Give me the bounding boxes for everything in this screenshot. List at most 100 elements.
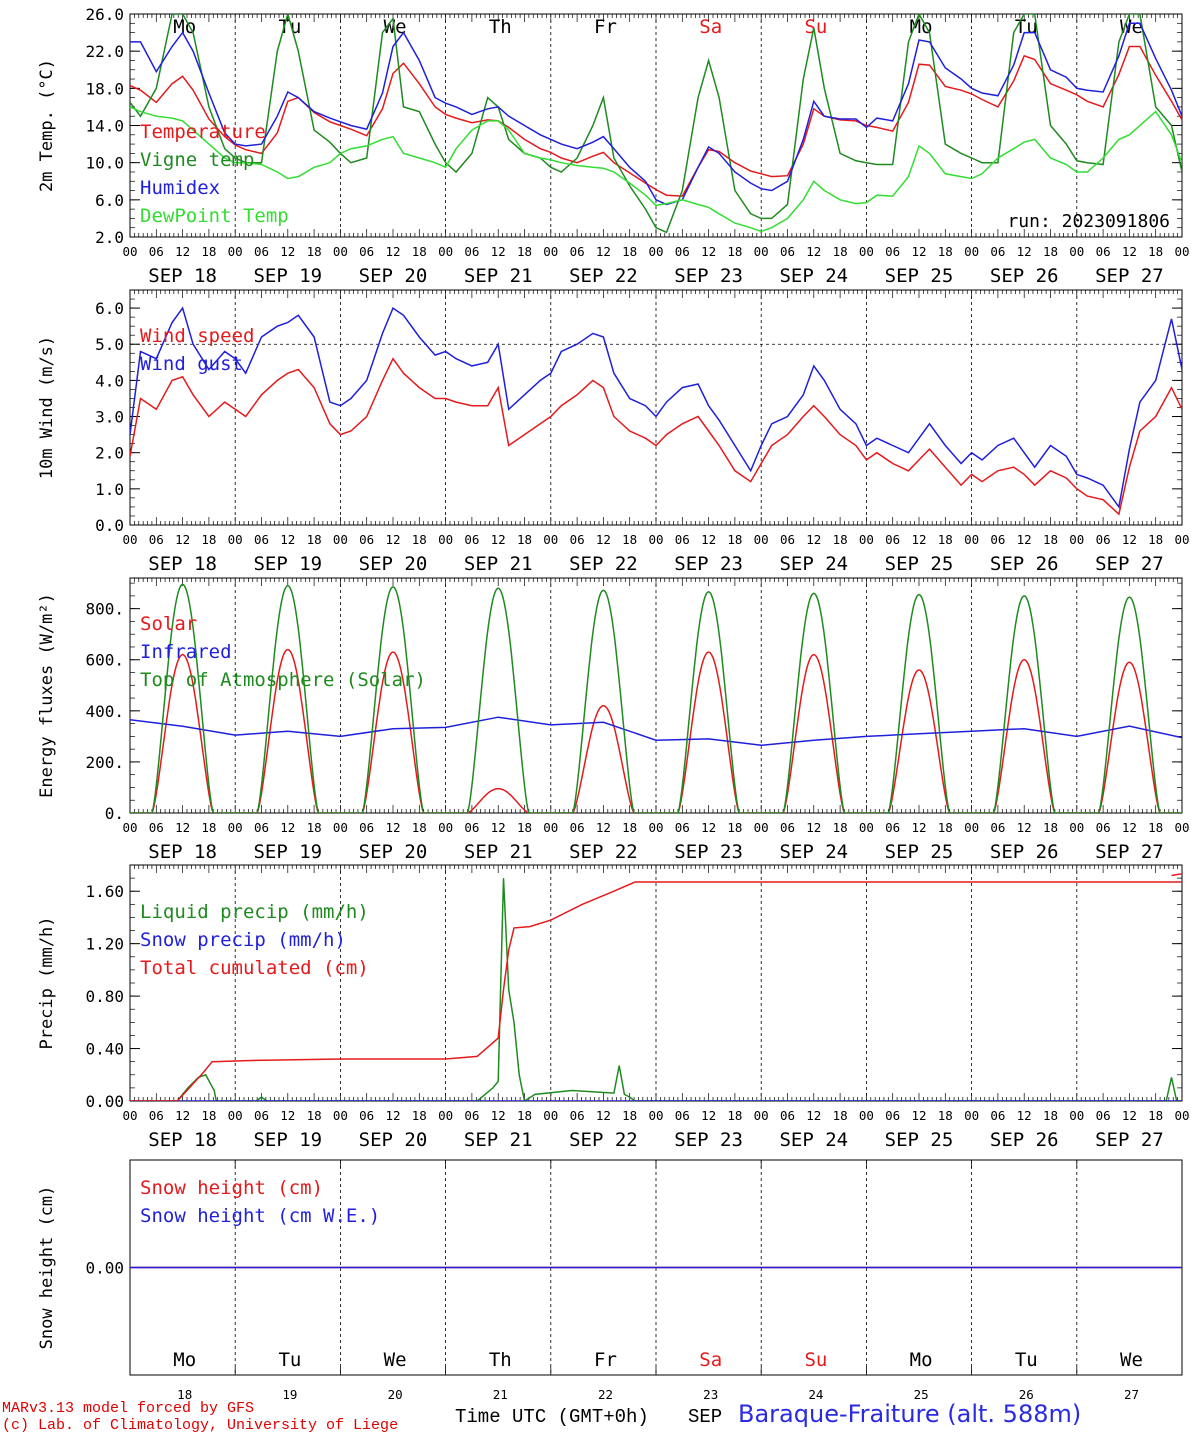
- y-tick-label: 600.: [85, 651, 124, 670]
- x-date-label: SEP 25: [885, 841, 954, 863]
- x-hour-label: 00: [859, 532, 874, 547]
- x-hour-label: 18: [1148, 1108, 1163, 1123]
- x-hour-label: 00: [1174, 820, 1189, 835]
- x-hour-label: 12: [280, 1108, 295, 1123]
- x-hour-label: 12: [596, 532, 611, 547]
- y-tick-label: 5.0: [95, 335, 124, 354]
- y-tick-label: 4.0: [95, 371, 124, 390]
- series-line-total-cumulated-cm-: [130, 873, 1182, 1101]
- x-date-label: SEP 24: [779, 553, 848, 575]
- x-hour-label: 06: [885, 244, 900, 259]
- x-date-label: SEP 18: [148, 841, 217, 863]
- y-tick-label: 1.20: [85, 935, 124, 954]
- x-hour-label: 12: [806, 532, 821, 547]
- x-hour-label: 18: [833, 820, 848, 835]
- y-tick-label: 3.0: [95, 408, 124, 427]
- y-tick-label: 2.0: [95, 444, 124, 463]
- x-hour-label: 06: [570, 532, 585, 547]
- x-date-label: SEP 23: [674, 1129, 743, 1151]
- x-hour-label: 12: [596, 1108, 611, 1123]
- x-date-label: SEP 19: [253, 1129, 322, 1151]
- x-hour-label: 12: [385, 820, 400, 835]
- x-date-label: SEP 21: [464, 553, 533, 575]
- x-hour-label: 06: [885, 532, 900, 547]
- x-date-label: SEP 23: [674, 841, 743, 863]
- x-hour-label: 06: [675, 244, 690, 259]
- x-hour-label: 18: [412, 244, 427, 259]
- x-hour-label: 12: [596, 244, 611, 259]
- x-hour-label: 00: [964, 820, 979, 835]
- x-date-label: SEP 24: [779, 1129, 848, 1151]
- x-hour-label: 00: [438, 1108, 453, 1123]
- weekday-label: Tu: [278, 16, 301, 38]
- x-hour-label: 18: [1043, 532, 1058, 547]
- legend-entry: Temperature: [140, 121, 266, 143]
- x-hour-label: 12: [701, 244, 716, 259]
- x-hour-label: 12: [701, 1108, 716, 1123]
- x-hour-label: 06: [149, 820, 164, 835]
- y-tick-label: 10.0: [85, 154, 124, 173]
- x-hour-label: 18: [622, 244, 637, 259]
- x-date-label: SEP 25: [885, 553, 954, 575]
- x-hour-label: 06: [359, 820, 374, 835]
- x-date-label: SEP 20: [359, 553, 428, 575]
- x-date-label: SEP 22: [569, 1129, 638, 1151]
- x-hour-label: 00: [228, 244, 243, 259]
- x-hour-label: 06: [464, 1108, 479, 1123]
- x-hour-label: 00: [964, 1108, 979, 1123]
- x-hour-label: 00: [122, 244, 137, 259]
- y-tick-label: 0.00: [85, 1259, 124, 1278]
- x-hour-label: 06: [464, 820, 479, 835]
- x-hour-label: 00: [543, 820, 558, 835]
- day-number-label: 21: [493, 1387, 508, 1402]
- y-tick-label: 18.0: [85, 79, 124, 98]
- series-line-wind-speed: [130, 357, 1182, 516]
- model-credit-line1: MARv3.13 model forced by GFS: [2, 1400, 255, 1417]
- x-hour-label: 18: [1148, 244, 1163, 259]
- x-hour-label: 12: [175, 820, 190, 835]
- x-hour-label: 18: [727, 532, 742, 547]
- x-date-label: SEP 26: [990, 1129, 1059, 1151]
- legend-entry: Snow precip (mm/h): [140, 929, 346, 951]
- x-hour-label: 00: [964, 532, 979, 547]
- x-hour-label: 18: [833, 532, 848, 547]
- x-date-label: SEP 27: [1095, 265, 1164, 287]
- x-hour-label: 12: [491, 1108, 506, 1123]
- y-tick-label: 1.0: [95, 480, 124, 499]
- x-hour-label: 06: [990, 244, 1005, 259]
- x-hour-label: 00: [543, 532, 558, 547]
- x-date-label: SEP 21: [464, 841, 533, 863]
- x-date-label: SEP 25: [885, 1129, 954, 1151]
- day-number-label: 25: [914, 1387, 929, 1402]
- x-hour-label: 06: [359, 1108, 374, 1123]
- x-hour-label: 12: [1122, 244, 1137, 259]
- x-hour-label: 18: [938, 820, 953, 835]
- x-date-label: SEP 22: [569, 553, 638, 575]
- x-hour-label: 18: [938, 532, 953, 547]
- x-hour-label: 06: [254, 532, 269, 547]
- x-hour-label: 06: [885, 820, 900, 835]
- x-hour-label: 12: [280, 532, 295, 547]
- series-line-humidex: [130, 22, 1182, 206]
- x-hour-label: 18: [307, 244, 322, 259]
- y-tick-label: 800.: [85, 600, 124, 619]
- x-hour-label: 18: [833, 1108, 848, 1123]
- series-line-liquid-precip-mm-h-: [130, 878, 1182, 1101]
- x-hour-label: 18: [201, 820, 216, 835]
- x-hour-label: 06: [1096, 820, 1111, 835]
- x-hour-label: 00: [438, 820, 453, 835]
- x-hour-label: 06: [675, 820, 690, 835]
- x-date-label: SEP 23: [674, 553, 743, 575]
- x-hour-label: 00: [754, 244, 769, 259]
- x-hour-label: 00: [1069, 820, 1084, 835]
- weekday-label: Su: [804, 16, 827, 38]
- x-hour-label: 18: [622, 1108, 637, 1123]
- x-hour-label: 12: [701, 532, 716, 547]
- x-hour-label: 18: [412, 1108, 427, 1123]
- x-hour-label: 12: [806, 820, 821, 835]
- legend-entry: Solar: [140, 613, 197, 635]
- x-hour-label: 12: [1017, 244, 1032, 259]
- station-name: Baraque-Fraiture (alt. 588m): [738, 1400, 1082, 1428]
- weekday-label: Fr: [594, 16, 617, 38]
- x-hour-label: 00: [228, 532, 243, 547]
